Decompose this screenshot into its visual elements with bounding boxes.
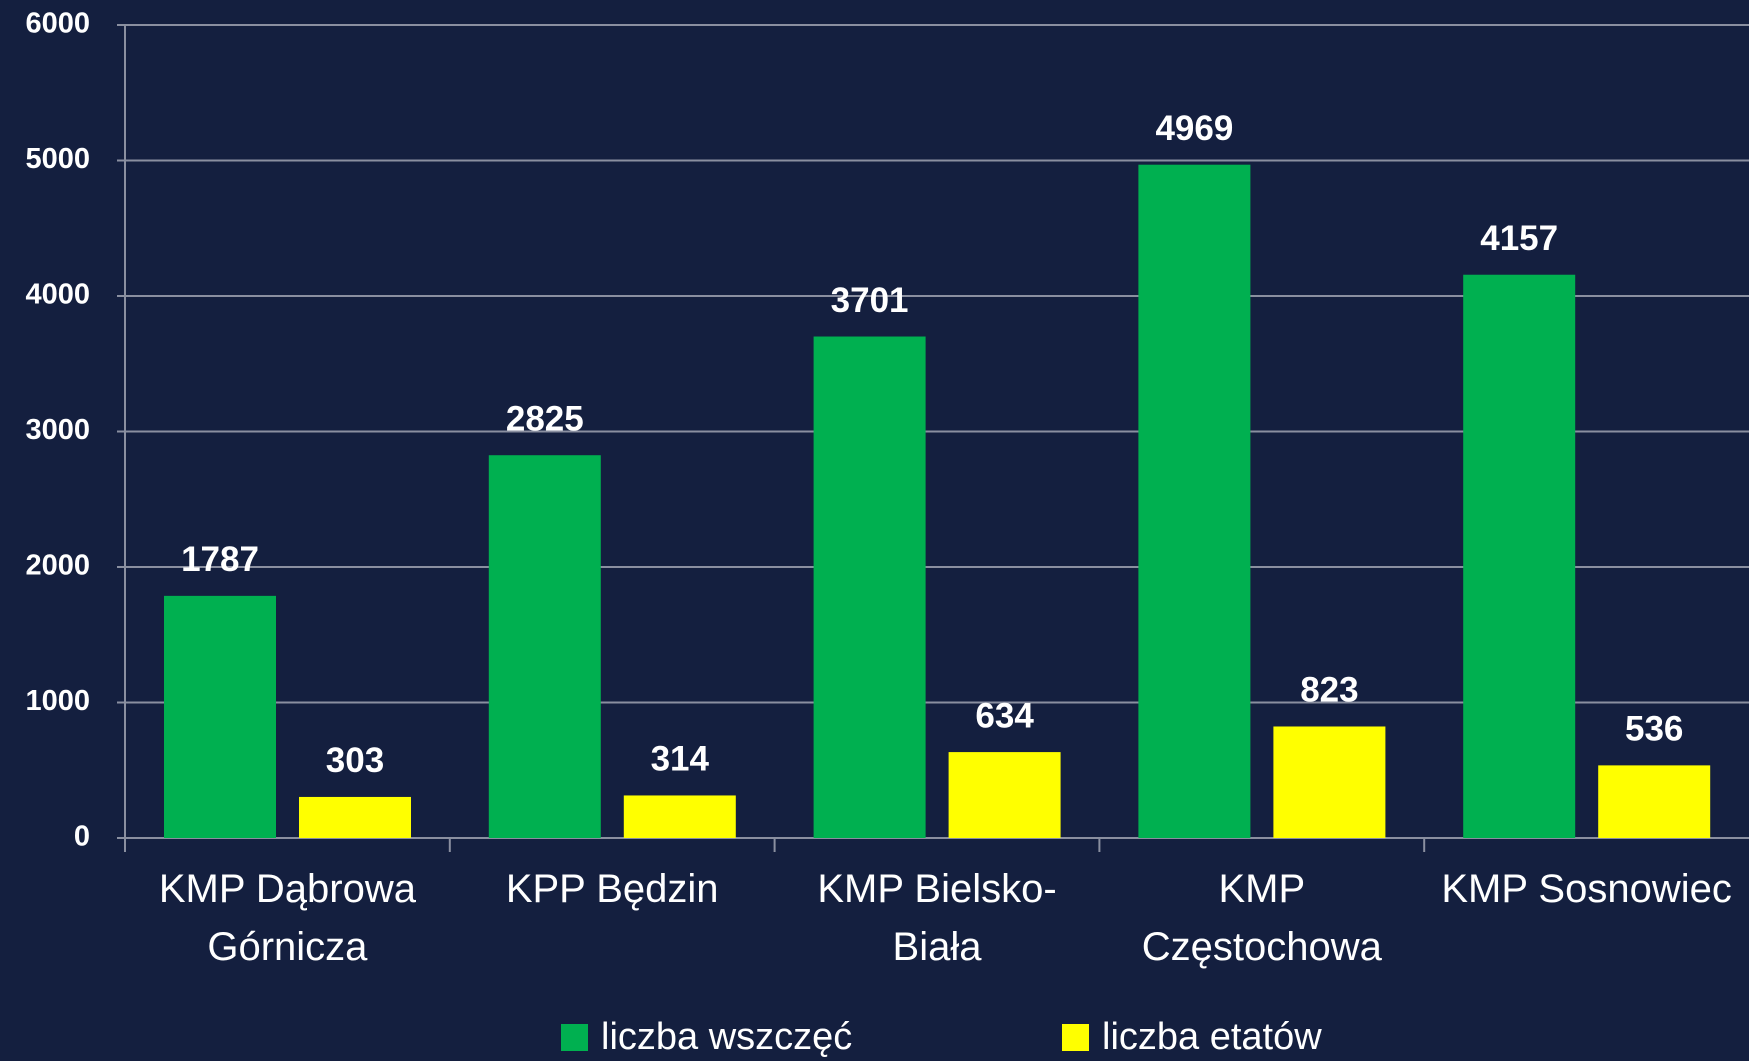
legend-label: liczba etatów	[1102, 1016, 1322, 1058]
bar	[1138, 164, 1251, 838]
value-label: 634	[975, 696, 1034, 735]
value-label: 823	[1300, 671, 1358, 710]
value-label: 2825	[506, 399, 584, 438]
legend-label: liczba wszczęć	[601, 1016, 852, 1058]
x-tick-label: KMP Częstochowa	[1141, 867, 1382, 969]
value-label: 303	[326, 741, 384, 780]
bar	[299, 796, 411, 838]
bar	[1273, 726, 1386, 838]
x-tick-label: KMP Bielsko- Biała	[817, 867, 1057, 969]
value-label: 4157	[1480, 219, 1558, 258]
bar	[948, 752, 1061, 838]
value-label: 3701	[831, 281, 909, 320]
x-tick-label: KMP Dąbrowa Górnicza	[158, 867, 416, 969]
legend-swatch	[561, 1024, 588, 1051]
y-tick-label: 2000	[25, 550, 90, 582]
bar	[164, 595, 276, 838]
y-tick-label: 4000	[25, 279, 90, 311]
bar	[623, 795, 736, 838]
value-label: 1787	[181, 540, 259, 579]
y-tick-label: 1000	[25, 685, 90, 717]
y-tick-label: 5000	[25, 143, 90, 175]
value-label: 314	[651, 740, 710, 779]
y-tick-label: 6000	[25, 8, 90, 40]
bar	[488, 455, 601, 838]
x-tick-label: KPP Będzin	[505, 867, 719, 911]
value-label: 536	[1625, 710, 1683, 749]
value-label: 4969	[1155, 109, 1233, 148]
bar	[1598, 765, 1711, 838]
bar	[1463, 274, 1576, 838]
x-tick-label: KMP Sosnowiec	[1441, 867, 1732, 911]
y-tick-label: 3000	[25, 414, 90, 446]
y-tick-label: 0	[74, 821, 90, 853]
bar	[813, 336, 926, 838]
legend-swatch	[1062, 1024, 1089, 1051]
